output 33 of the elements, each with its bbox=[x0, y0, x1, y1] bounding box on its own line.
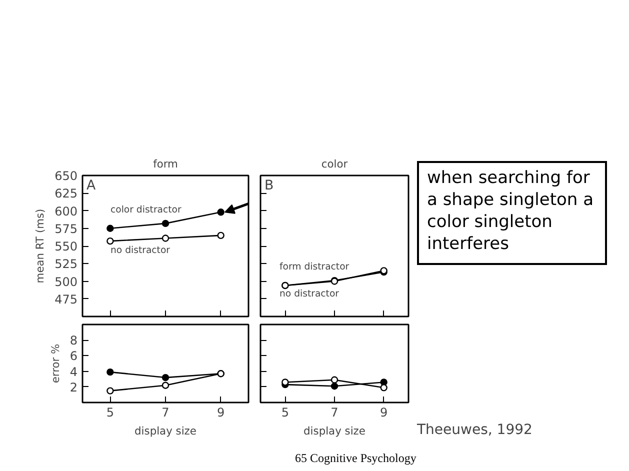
y-tick-label: 475 bbox=[54, 292, 78, 306]
legend-label: color distractor bbox=[110, 204, 182, 216]
y-tick-label: 500 bbox=[54, 274, 78, 289]
x-tick-label: 7 bbox=[162, 406, 170, 420]
legend-label: form distractor bbox=[280, 262, 350, 273]
x-axis-title: display size bbox=[304, 424, 366, 438]
y-tick-label: 650 bbox=[54, 169, 78, 183]
annotation: A bbox=[86, 178, 96, 194]
y-tick-label: 8 bbox=[70, 334, 78, 348]
chart-title: form bbox=[153, 158, 178, 170]
y-tick-label: 575 bbox=[54, 222, 78, 236]
x-tick-label: 9 bbox=[380, 406, 388, 420]
x-tick-label: 7 bbox=[330, 406, 338, 420]
y-axis-title: mean RT (ms) bbox=[34, 208, 47, 284]
y-tick-label: 6 bbox=[70, 349, 78, 364]
x-tick-label: 5 bbox=[281, 406, 289, 420]
chart-title: color bbox=[321, 158, 348, 170]
x-axis-title: display size bbox=[134, 424, 196, 438]
y-tick-label: 2 bbox=[70, 380, 78, 394]
y-tick-label: 600 bbox=[54, 204, 78, 218]
x-tick-label: 9 bbox=[217, 406, 225, 420]
x-tick-label: 5 bbox=[106, 406, 114, 420]
y-axis-title: error % bbox=[48, 344, 62, 384]
text: 65 Cognitive Psychology bbox=[295, 451, 416, 465]
y-tick-label: 550 bbox=[54, 240, 78, 254]
legend-label: no distractor bbox=[280, 288, 340, 300]
y-tick-label: 4 bbox=[70, 364, 78, 379]
y-tick-label: 625 bbox=[54, 186, 78, 201]
y-tick-label: 525 bbox=[54, 257, 78, 272]
text: Theeuwes, 1992 bbox=[417, 421, 532, 440]
legend-label: no distractor bbox=[110, 245, 170, 256]
text: when searching for a shape singleton a color singleton interferes bbox=[427, 167, 595, 256]
annotation: B bbox=[264, 178, 274, 194]
